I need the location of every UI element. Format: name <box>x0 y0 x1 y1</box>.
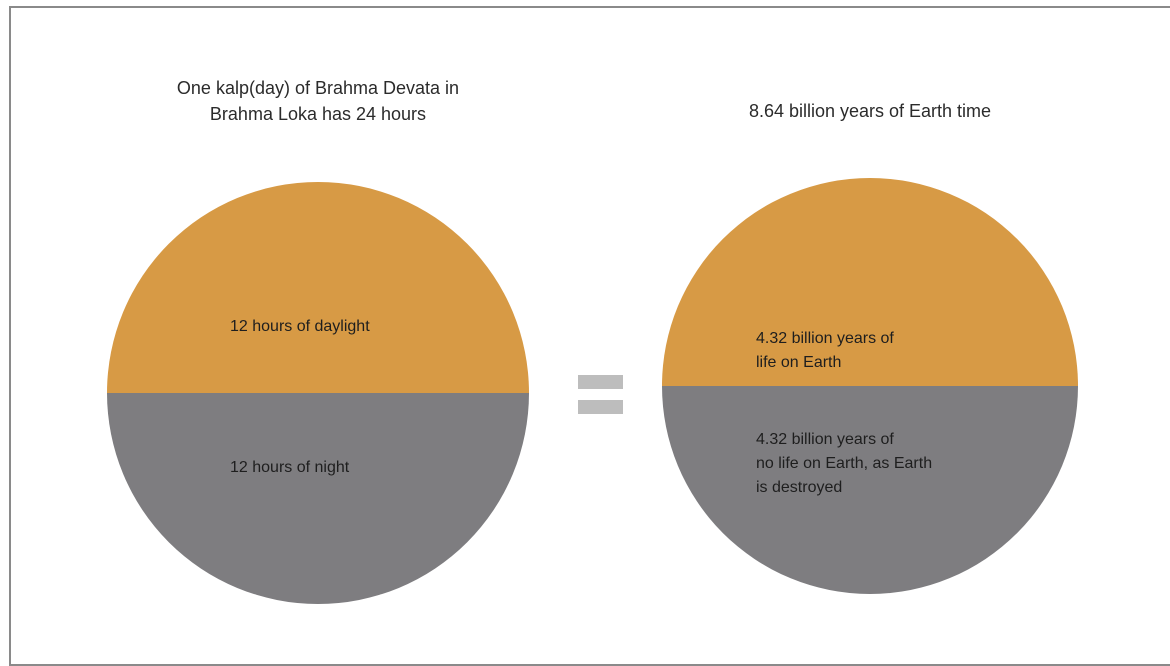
right-night-half <box>662 386 1078 594</box>
right-night-label: 4.32 billion years of no life on Earth, … <box>756 431 933 496</box>
equals-sign-bottom-bar <box>578 400 623 414</box>
left-night-label: 12 hours of night <box>230 459 350 476</box>
right-day-label: 4.32 billion years of life on Earth <box>756 330 894 371</box>
left-day-half <box>107 182 529 393</box>
left-day-label: 12 hours of daylight <box>230 318 370 335</box>
left-title: One kalp(day) of Brahma Devata in Brahma… <box>176 78 460 124</box>
equals-sign-top-bar <box>578 375 623 389</box>
right-day-half <box>662 178 1078 386</box>
left-night-half <box>107 393 529 604</box>
right-title: 8.64 billion years of Earth time <box>748 101 992 121</box>
